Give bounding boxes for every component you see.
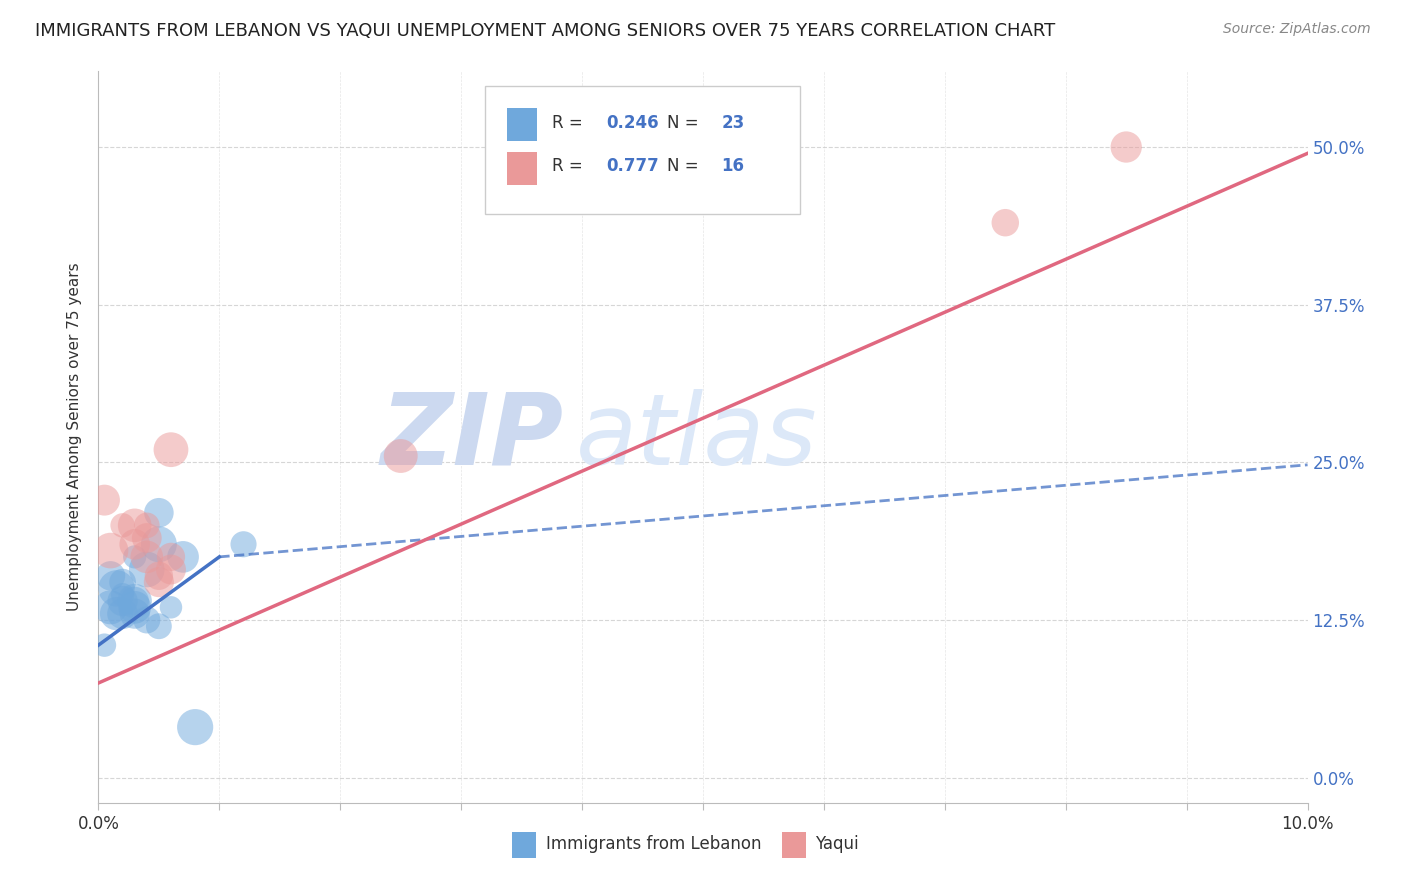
Point <box>124 600 146 615</box>
Point <box>105 607 128 621</box>
Point <box>135 562 157 576</box>
Point <box>135 613 157 627</box>
Point <box>124 549 146 564</box>
Point <box>93 493 115 508</box>
Text: Immigrants from Lebanon: Immigrants from Lebanon <box>546 836 761 854</box>
Point <box>124 607 146 621</box>
Point <box>111 607 134 621</box>
Point <box>124 594 146 608</box>
Point <box>135 531 157 545</box>
Point <box>135 549 157 564</box>
Point <box>124 537 146 551</box>
Y-axis label: Unemployment Among Seniors over 75 years: Unemployment Among Seniors over 75 years <box>67 263 83 611</box>
Point <box>148 569 170 583</box>
Point <box>100 543 122 558</box>
Point <box>111 588 134 602</box>
Point <box>160 562 183 576</box>
Point <box>184 720 207 734</box>
Point <box>389 449 412 463</box>
Text: ZIP: ZIP <box>381 389 564 485</box>
Bar <box>508 152 537 185</box>
Point <box>148 537 170 551</box>
Point <box>148 506 170 520</box>
Bar <box>508 108 537 141</box>
Point <box>105 582 128 596</box>
Point <box>172 549 194 564</box>
Point <box>124 518 146 533</box>
Text: N =: N = <box>666 113 703 131</box>
Point <box>100 600 122 615</box>
Text: Yaqui: Yaqui <box>815 836 859 854</box>
Point <box>160 442 183 457</box>
Point <box>111 594 134 608</box>
Text: Source: ZipAtlas.com: Source: ZipAtlas.com <box>1223 22 1371 37</box>
Point <box>160 600 183 615</box>
Bar <box>512 832 536 858</box>
Point <box>232 537 254 551</box>
Point <box>93 638 115 652</box>
Bar <box>782 832 806 858</box>
Text: atlas: atlas <box>576 389 818 485</box>
Point <box>160 549 183 564</box>
Point <box>124 594 146 608</box>
Text: R =: R = <box>551 113 588 131</box>
Point <box>148 619 170 633</box>
Text: R =: R = <box>551 158 588 176</box>
Point <box>111 518 134 533</box>
Point <box>135 518 157 533</box>
Point <box>994 216 1017 230</box>
Text: N =: N = <box>666 158 703 176</box>
Text: 0.246: 0.246 <box>606 113 659 131</box>
Text: IMMIGRANTS FROM LEBANON VS YAQUI UNEMPLOYMENT AMONG SENIORS OVER 75 YEARS CORREL: IMMIGRANTS FROM LEBANON VS YAQUI UNEMPLO… <box>35 22 1056 40</box>
Point <box>1115 140 1137 154</box>
Point <box>148 575 170 590</box>
Point <box>111 575 134 590</box>
Text: 0.777: 0.777 <box>606 158 659 176</box>
Text: 16: 16 <box>721 158 744 176</box>
Text: 23: 23 <box>721 113 744 131</box>
Point <box>100 569 122 583</box>
FancyBboxPatch shape <box>485 86 800 214</box>
